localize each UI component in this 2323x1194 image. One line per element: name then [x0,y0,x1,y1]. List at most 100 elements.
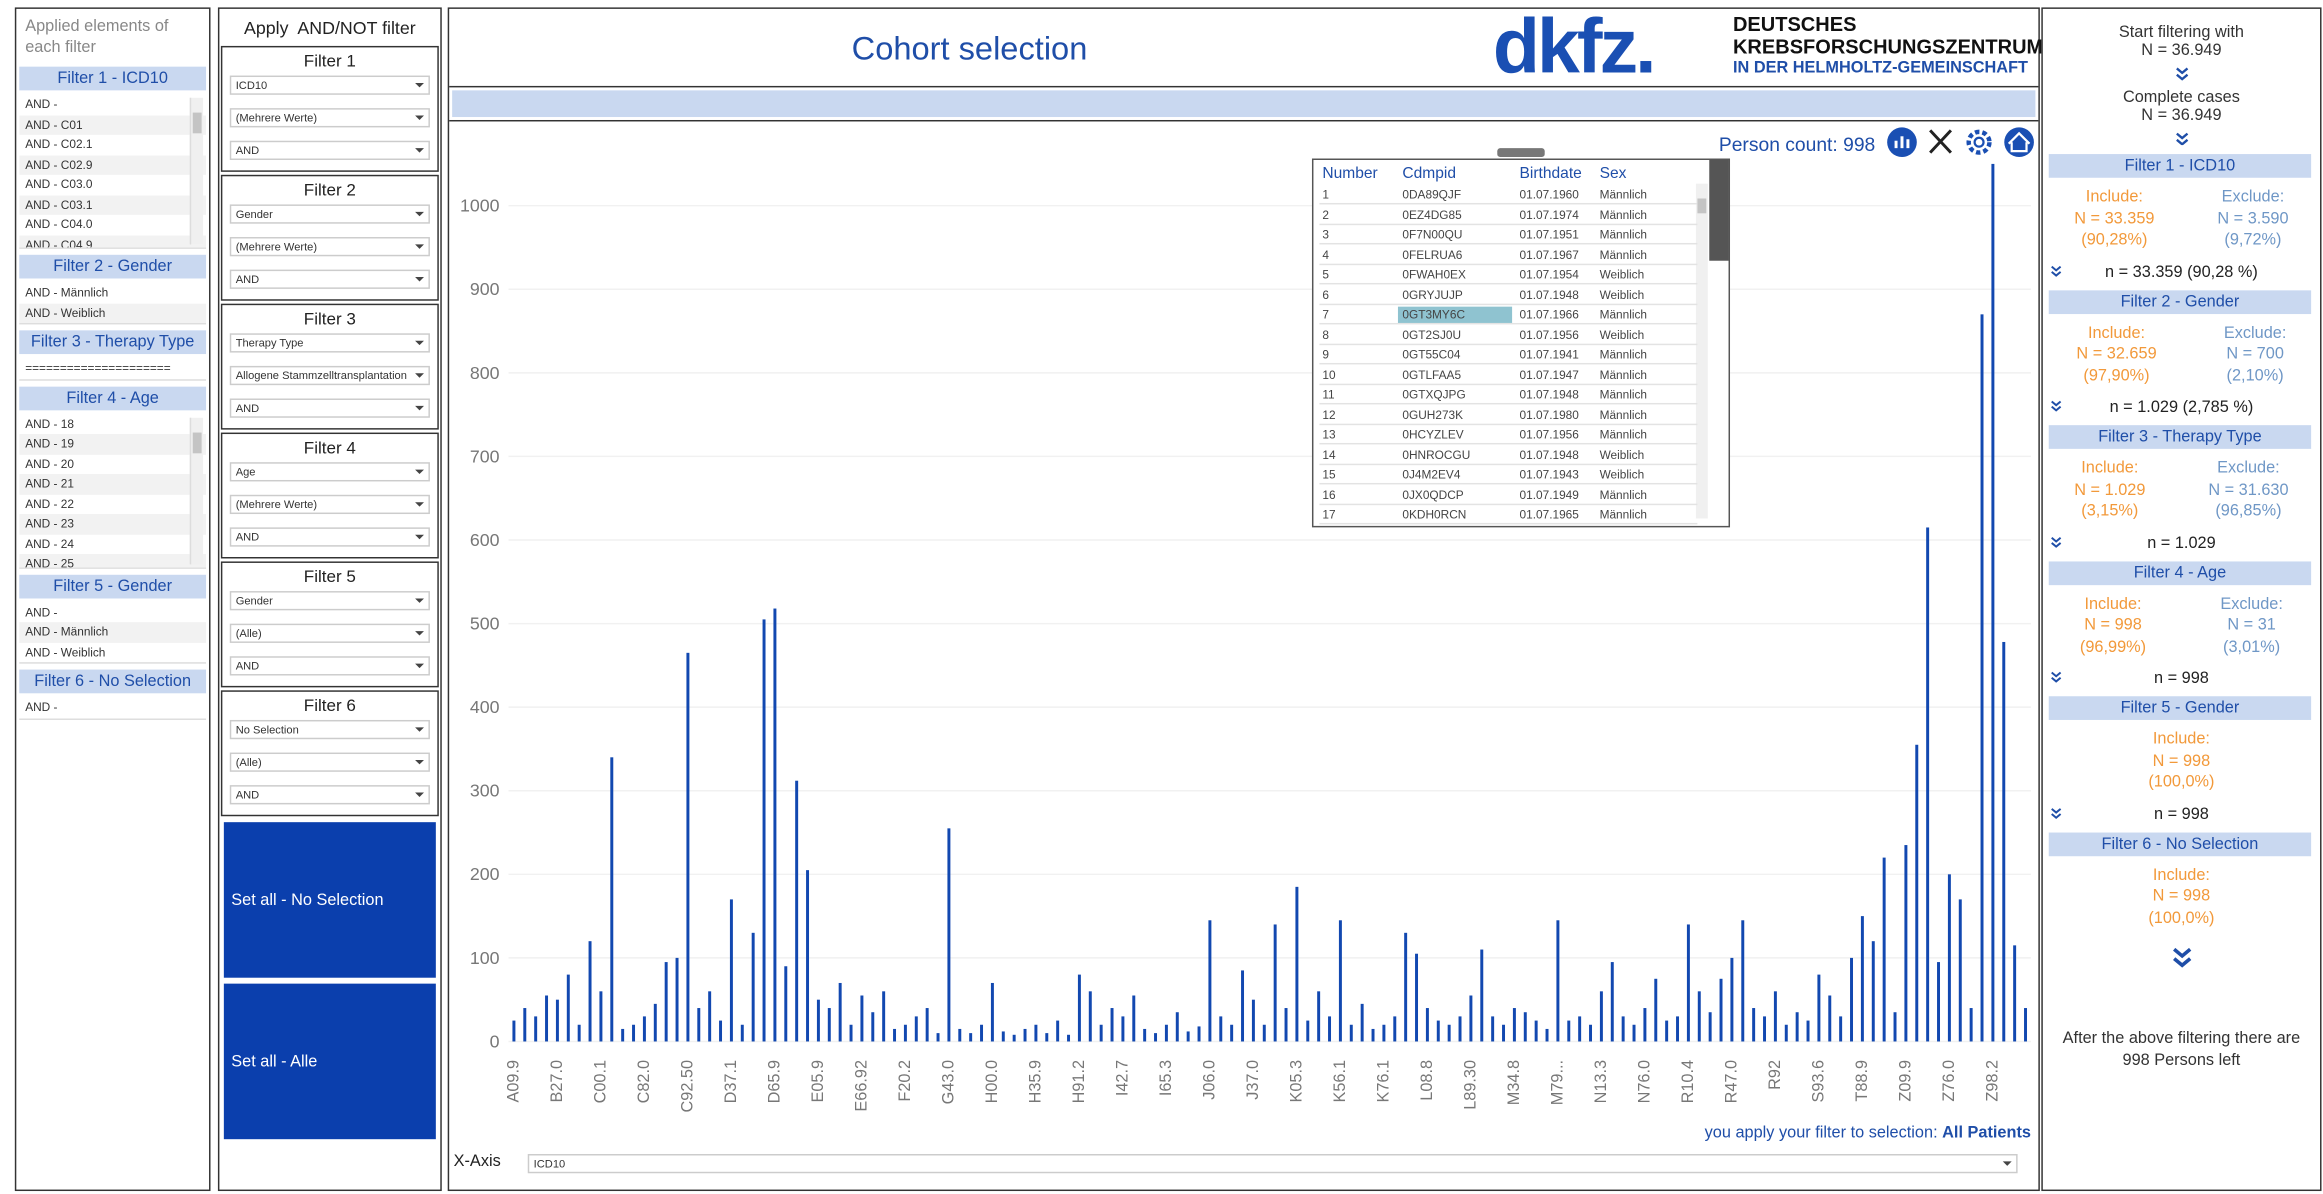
list-item: AND - [25,700,58,715]
final-text: After the above filtering there are 998 … [2062,1028,2301,1069]
filter-header: Filter 1 - ICD10 [2048,154,2312,179]
scrollbar[interactable] [189,97,204,245]
dropdown[interactable]: No Selection [229,719,430,740]
scroll-thumb[interactable] [192,112,202,134]
dropdown[interactable]: ICD10 [229,75,430,95]
column-header: Number [1322,164,1378,183]
dropdown[interactable]: AND [229,656,430,676]
dropdown[interactable]: Therapy Type [229,333,430,353]
bar [838,982,842,1042]
table-cell: 7 [1322,308,1329,322]
chevron-stroke [2172,948,2191,959]
list-item: AND - 20 [25,457,74,471]
row-line [1319,222,1698,225]
scrollbar[interactable] [189,417,204,564]
bar [1980,314,1984,1042]
bar [1686,924,1690,1042]
logo-line: KREBSFORSCHUNGSZENTRUM [1732,35,2044,58]
table-cell: 01.07.1947 [1519,368,1579,382]
icon-part [1900,136,1904,149]
chevron-stroke [2175,73,2188,81]
dropdown[interactable]: Age [229,462,430,482]
filter-result: Include: N = 998 (96,99%) Exclude: N = 31 (3,… [2043,594,2320,658]
bar [903,1024,907,1042]
dropdown[interactable]: (Alle) [229,752,430,772]
list-item: AND - C03.1 [19,194,207,215]
table-cell: 17 [1322,508,1336,522]
dropdown[interactable]: Gender [229,204,430,224]
bar [1121,1016,1125,1042]
filter-summary: n = 998 [2043,670,2320,688]
element-list: ===================== [19,358,207,380]
chevron [2172,948,2191,968]
scroll-thumb[interactable] [192,431,202,453]
applied-elements-panel: Applied elements of each filter Filter 1… [14,7,211,1192]
table-cell: 0DA89QJF [1402,188,1462,202]
table-cell: 10 [1322,368,1336,382]
action-button[interactable]: Set all - No Selection [223,822,436,978]
dropdown[interactable]: (Mehrere Werte) [229,237,430,257]
chevron-stroke [2051,541,2062,548]
bar [773,608,777,1042]
dropdown[interactable]: AND [229,140,430,160]
exclude-n: N = 31.630 [2208,480,2289,499]
column-header: Cdmpid [1402,164,1457,183]
dropdown[interactable]: Gender [229,591,430,611]
dropdown[interactable]: AND [229,785,430,805]
settings-icon[interactable] [1966,129,1992,155]
include-label: Include: [2081,459,2139,478]
action-button[interactable]: Set all - Alle [223,983,436,1140]
table-cell: 0JX0QDCP [1402,488,1464,502]
table-cell: Weiblich [1599,448,1645,462]
dropdown[interactable]: AND [229,527,430,547]
drag-handle[interactable] [1312,148,1730,158]
bar [1262,1024,1266,1042]
dropdown[interactable]: (Mehrere Werte) [229,494,430,515]
table-cell: 0HNROCGU [1402,448,1471,462]
bar [599,991,603,1042]
include-block: Include: N = 33.359 (90,28%) [2074,187,2154,251]
table-scrollbar[interactable] [1695,183,1708,519]
dropdown[interactable]: (Alle) [229,623,430,643]
cell-highlight [1397,306,1513,323]
bar [1034,1024,1038,1042]
table-cell: 0GTXQJPG [1402,388,1466,402]
bar [1882,857,1886,1042]
filter-header: Filter 4 - Age [2048,560,2312,585]
bar [1958,899,1962,1042]
table-cell: Männlich [1599,188,1648,202]
x-axis-select[interactable]: ICD10 [527,1154,2018,1174]
list-item: AND - 21 [19,474,207,495]
close-icon[interactable] [1929,129,1952,154]
table-cell: 0KDH0RCN [1402,508,1467,522]
list-item: AND - C02.1 [25,137,93,152]
table-cell: 01.07.1948 [1519,448,1579,462]
table-cell: 15 [1322,468,1336,482]
dropdown[interactable]: AND [229,398,430,418]
include-label: Include: [2152,866,2210,884]
popup-toolbar[interactable] [1709,159,1729,261]
bar [1534,1020,1538,1042]
dropdown[interactable]: AND [229,269,430,289]
chevron-stroke [2172,957,2191,968]
bar [1491,1016,1495,1042]
x-tick-label: R92 [1766,1060,1784,1090]
bar [1752,1008,1756,1042]
filter-summary: n = 33.359 (90,28 %) [2043,263,2320,281]
bar [1132,995,1136,1042]
dropdown[interactable]: Allogene Stammzelltransplantation [229,365,430,386]
bar [1404,932,1408,1042]
bar [1382,1024,1386,1042]
bar [632,1024,636,1042]
dropdown[interactable]: (Mehrere Werte) [229,108,430,128]
list-item: AND - 24 [25,537,74,551]
bar [1545,1028,1549,1042]
chevron-stroke [2175,138,2188,146]
toolbar [1887,127,2034,158]
table-cell: 0GRYJUJP [1402,288,1463,302]
dashboard-title: Cohort selection [851,29,1088,67]
bar [1056,1020,1060,1042]
chevron-stroke [2051,400,2062,407]
bar [1175,1012,1179,1042]
table-cell: Männlich [1599,488,1648,502]
